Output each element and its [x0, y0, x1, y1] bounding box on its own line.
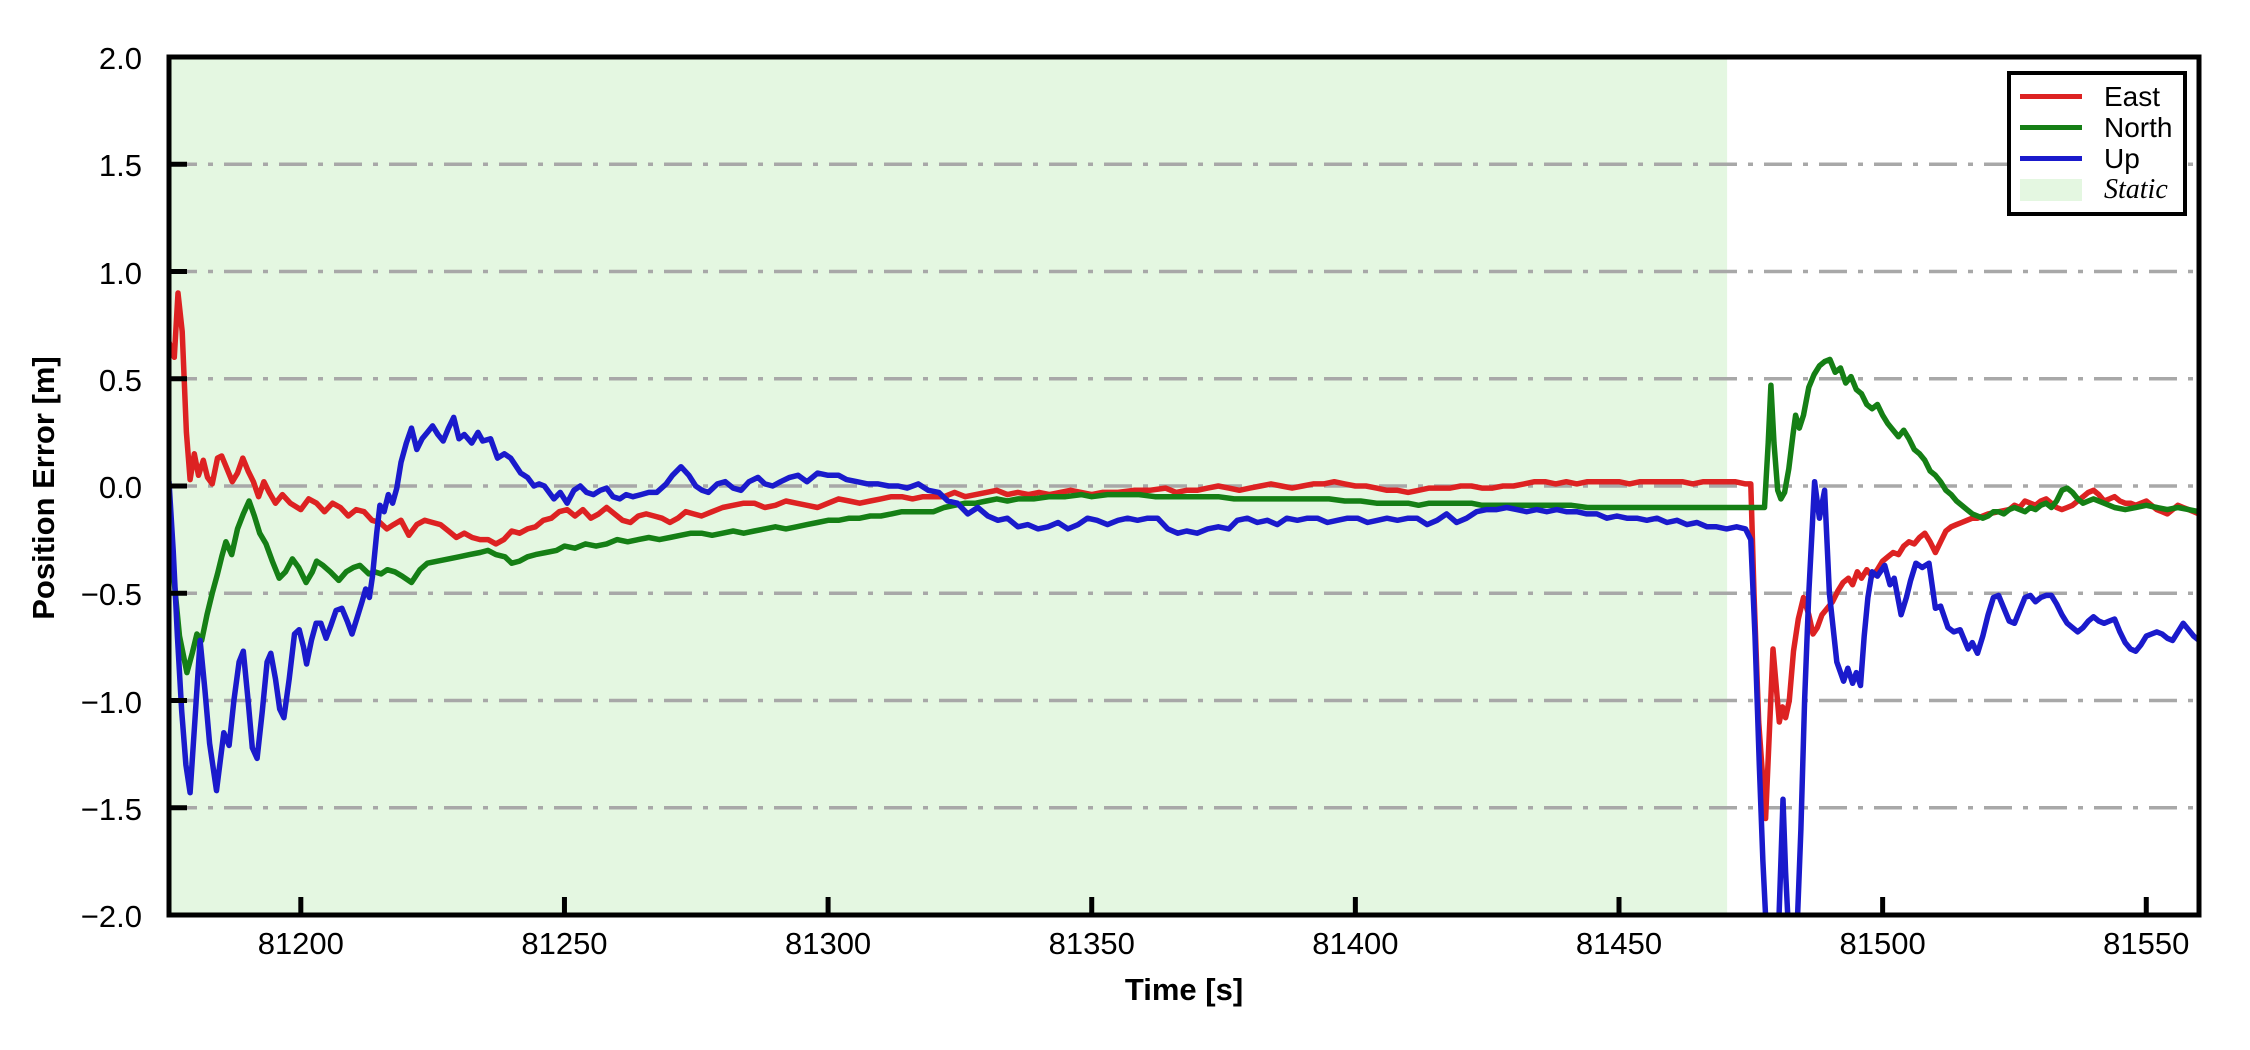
- up-series-line: [169, 414, 2199, 915]
- legend-label-east: East: [2104, 80, 2161, 112]
- axes-spines: [166, 54, 2202, 918]
- x-tick-label: 81200: [257, 926, 344, 961]
- x-tick-label: 81250: [521, 926, 608, 961]
- legend-label-north: North: [2104, 111, 2173, 143]
- legend-label-static: Static: [2104, 173, 2168, 205]
- y-tick-label: 0.5: [98, 362, 142, 398]
- y-tick-label: −1.5: [80, 791, 142, 827]
- x-tick-label: 81550: [2103, 926, 2190, 961]
- series-group: [169, 290, 2199, 915]
- y-tick-label: −1.0: [80, 684, 142, 720]
- north-line-swatch: [2020, 125, 2082, 130]
- x-tick-label: 81350: [1048, 926, 1135, 961]
- x-tick-label: 81500: [1839, 926, 1926, 961]
- legend-entry-north: North: [2020, 112, 2183, 143]
- east-series-line: [169, 290, 2199, 822]
- north-series-line: [169, 356, 2199, 676]
- x-tick-label: 81400: [1312, 926, 1399, 961]
- legend-label-up: Up: [2104, 142, 2140, 174]
- y-axis-label: Position Error [m]: [26, 356, 61, 620]
- legend-entry-up: Up: [2020, 143, 2183, 174]
- x-tick-label: 81300: [784, 926, 872, 961]
- x-tick-label: 81450: [1575, 926, 1663, 961]
- x-axis-label: Time [s]: [1124, 972, 1244, 1007]
- y-tick-label: 1.5: [98, 148, 142, 184]
- y-tick-label: −2.0: [80, 899, 142, 934]
- y-tick-label: −0.5: [80, 577, 142, 613]
- up-line-swatch: [2020, 156, 2082, 161]
- y-tick-label: 1.0: [98, 255, 142, 291]
- y-tick-label: 0.0: [98, 470, 142, 505]
- legend: East North Up Static: [2007, 71, 2187, 216]
- legend-entry-static: Static: [2020, 174, 2183, 205]
- static-region-swatch: [2020, 178, 2082, 201]
- y-tick-label: 2.0: [98, 41, 142, 76]
- east-line-swatch: [2020, 94, 2082, 99]
- legend-entry-east: East: [2020, 81, 2183, 112]
